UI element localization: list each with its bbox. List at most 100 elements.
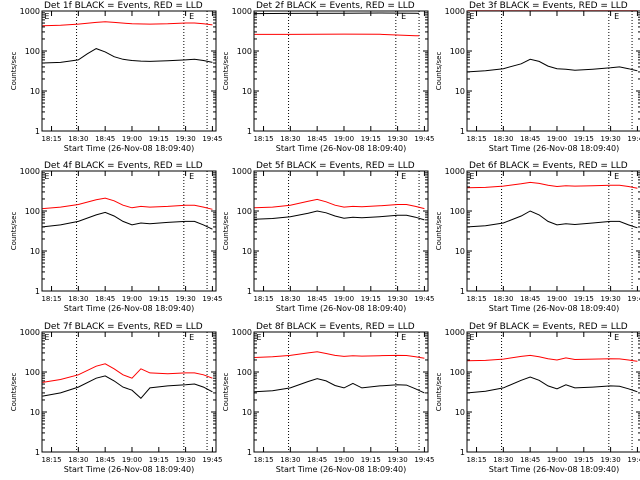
x-tick-label: 18:30: [280, 295, 300, 303]
detector-panel: Det 2f BLACK = Events, RED = LLD 1 10 100 10…: [222, 1, 435, 153]
e-marker: E: [401, 333, 406, 342]
x-tick-label: 19:00: [547, 295, 567, 303]
x-tick-label: 18:30: [493, 456, 513, 464]
events-series-line: [254, 378, 425, 394]
x-tick-label: 19:45: [627, 295, 640, 303]
events-series-line: [42, 48, 213, 64]
y-axis-label: Counts/sec: [222, 212, 230, 251]
plot-frame: [253, 170, 429, 292]
x-tick-label: 19:00: [334, 295, 354, 303]
x-tick-label: 18:15: [253, 135, 273, 143]
x-tick-label: 18:30: [493, 295, 513, 303]
panel-title: Det 2f BLACK = Events, RED = LLD: [256, 1, 415, 11]
plot-frame: [253, 331, 429, 453]
events-series-line: [467, 376, 638, 394]
x-axis-label: Start Time (26-Nov-08 18:09:40): [489, 144, 619, 153]
e-marker: E: [614, 12, 619, 21]
x-tick-label: 19:00: [122, 295, 142, 303]
y-axis-label: Counts/sec: [435, 52, 443, 91]
x-tick-label: 19:15: [149, 295, 169, 303]
y-tick-label: 1000: [232, 167, 252, 176]
x-tick-label: 18:15: [466, 135, 486, 143]
x-tick-label: 19:45: [627, 456, 640, 464]
plot-frame: [41, 170, 217, 292]
x-axis-label: Start Time (26-Nov-08 18:09:40): [64, 465, 194, 474]
detector-panel: Det 7f BLACK = Events, RED = LLD 1 10 100 10…: [10, 322, 223, 474]
y-tick-label: 1000: [20, 7, 40, 16]
y-tick-label: 10: [30, 87, 40, 96]
x-tick-label: 18:30: [68, 135, 88, 143]
x-tick-label: 18:30: [280, 135, 300, 143]
x-tick-label: 18:45: [520, 295, 540, 303]
y-tick-label: 1: [460, 287, 465, 296]
plot-frame: [466, 10, 640, 132]
y-tick-label: 1: [247, 287, 252, 296]
lld-series-line: [42, 363, 213, 383]
x-tick-label: 18:15: [466, 295, 486, 303]
y-axis-label: Counts/sec: [222, 52, 230, 91]
y-tick-label: 100: [237, 47, 252, 56]
plot-frame: [41, 10, 217, 132]
y-tick-label: 1000: [445, 167, 465, 176]
y-axis-label: Counts/sec: [222, 373, 230, 412]
x-tick-label: 19:00: [334, 135, 354, 143]
x-tick-label: 18:15: [41, 456, 61, 464]
events-series-line: [254, 12, 420, 15]
detector-panel: Det 3f BLACK = Events, RED = LLD 1 10 100 10…: [435, 1, 640, 153]
y-tick-label: 100: [25, 368, 40, 377]
lld-series-line: [254, 351, 425, 359]
y-tick-label: 100: [237, 207, 252, 216]
y-tick-label: 1000: [445, 7, 465, 16]
x-tick-label: 19:00: [122, 135, 142, 143]
e-marker: E: [614, 172, 619, 181]
x-tick-label: 19:15: [361, 456, 381, 464]
y-tick-label: 1000: [445, 328, 465, 337]
events-series-line: [42, 375, 213, 400]
x-tick-label: 19:15: [149, 135, 169, 143]
y-tick-label: 100: [25, 207, 40, 216]
x-tick-label: 18:45: [520, 456, 540, 464]
y-tick-label: 10: [242, 408, 252, 417]
panel-title: Det 1f BLACK = Events, RED = LLD: [44, 1, 203, 11]
x-tick-label: 18:45: [95, 295, 115, 303]
y-tick-label: 1: [35, 287, 40, 296]
x-tick-label: 19:45: [414, 295, 434, 303]
detector-panel: Det 8f BLACK = Events, RED = LLD 1 10 100 10…: [222, 322, 435, 474]
x-tick-label: 19:15: [149, 456, 169, 464]
y-tick-label: 1000: [232, 7, 252, 16]
x-tick-label: 18:45: [95, 135, 115, 143]
x-tick-label: 19:15: [361, 135, 381, 143]
x-axis-label: Start Time (26-Nov-08 18:09:40): [64, 144, 194, 153]
y-tick-label: 10: [30, 247, 40, 256]
x-tick-label: 18:30: [68, 295, 88, 303]
x-tick-label: 18:15: [41, 295, 61, 303]
y-tick-label: 10: [455, 247, 465, 256]
panel-title: Det 9f BLACK = Events, RED = LLD: [469, 322, 628, 332]
events-series-line: [467, 58, 638, 73]
e-marker: E: [469, 12, 474, 21]
panel-title: Det 6f BLACK = Events, RED = LLD: [469, 161, 628, 171]
y-tick-label: 1000: [20, 167, 40, 176]
e-marker: E: [401, 172, 406, 181]
x-tick-label: 19:15: [361, 295, 381, 303]
panel-title: Det 4f BLACK = Events, RED = LLD: [44, 161, 203, 171]
x-tick-label: 18:15: [466, 456, 486, 464]
y-tick-label: 100: [25, 47, 40, 56]
x-tick-label: 19:30: [388, 456, 408, 464]
x-tick-label: 18:30: [68, 456, 88, 464]
x-axis-label: Start Time (26-Nov-08 18:09:40): [276, 144, 406, 153]
x-axis-label: Start Time (26-Nov-08 18:09:40): [276, 465, 406, 474]
lld-series-line: [467, 354, 638, 362]
x-tick-label: 19:45: [627, 135, 640, 143]
x-tick-label: 19:15: [574, 135, 594, 143]
lld-series-line: [42, 21, 213, 27]
e-marker: E: [44, 12, 49, 21]
e-marker: E: [44, 172, 49, 181]
y-tick-label: 1: [460, 127, 465, 136]
y-tick-label: 100: [450, 47, 465, 56]
y-axis-label: Counts/sec: [10, 52, 18, 91]
x-tick-label: 19:00: [122, 456, 142, 464]
e-marker: E: [189, 333, 194, 342]
x-tick-label: 19:30: [176, 456, 196, 464]
